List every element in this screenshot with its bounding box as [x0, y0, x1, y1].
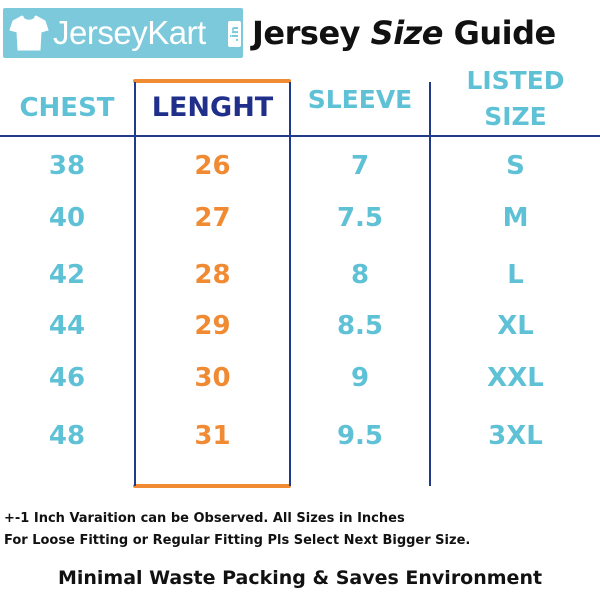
cell-length: 30 — [194, 363, 231, 393]
cell-length: 28 — [194, 260, 231, 290]
cell-chest: 42 — [48, 260, 86, 290]
cell-sleeve: 7 — [350, 151, 370, 181]
footer-eco-message: Minimal Waste Packing & Saves Environmen… — [57, 567, 543, 589]
cell-chest: 46 — [48, 363, 86, 393]
title-part-jersey: Jersey — [252, 14, 371, 52]
column-divider-3 — [429, 82, 431, 486]
cell-sleeve: 8.5 — [336, 311, 384, 341]
column-divider-2 — [289, 82, 291, 486]
cell-listed-size: S — [506, 151, 525, 181]
cell-chest: 48 — [48, 421, 86, 451]
cell-sleeve: 9 — [350, 363, 370, 393]
brand-name: JerseyKart — [53, 14, 206, 51]
cell-sleeve: 8 — [350, 260, 370, 290]
cell-length: 31 — [194, 421, 231, 451]
brand-logo: JerseyKart .in — [3, 8, 243, 58]
length-column-top-border — [133, 79, 291, 83]
header-listed-size-line1: LISTED — [466, 66, 565, 95]
cell-listed-size: XL — [497, 311, 534, 341]
note-variation: +-1 Inch Varaition can be Observed. All … — [4, 511, 405, 526]
header-listed-size-line2: SIZE — [484, 102, 547, 131]
header-divider — [0, 135, 600, 137]
cell-sleeve: 9.5 — [336, 421, 384, 451]
cell-listed-size: XXL — [487, 363, 544, 393]
cell-sleeve: 7.5 — [336, 203, 384, 233]
brand-tld: .in — [228, 21, 241, 47]
cell-length: 27 — [194, 203, 231, 233]
tshirt-icon — [9, 15, 49, 51]
note-fitting: For Loose Fitting or Regular Fitting Pls… — [4, 533, 471, 548]
cell-length: 29 — [194, 311, 231, 341]
cell-chest: 40 — [48, 203, 86, 233]
cell-length: 26 — [194, 151, 231, 181]
title-part-guide: Guide — [442, 14, 557, 52]
cell-chest: 44 — [48, 311, 86, 341]
cell-listed-size: M — [502, 203, 529, 233]
length-column-bottom-border — [133, 484, 291, 488]
header-length: LENGHT — [151, 92, 274, 123]
title-part-size: Size — [370, 14, 444, 52]
cell-listed-size: L — [507, 260, 524, 290]
header-chest: CHEST — [19, 93, 115, 123]
column-divider-1 — [134, 82, 136, 486]
cell-chest: 38 — [48, 151, 86, 181]
cell-listed-size: 3XL — [488, 421, 543, 451]
header-sleeve: SLEEVE — [307, 85, 413, 114]
page-title: Jersey Size Guide — [252, 6, 556, 60]
